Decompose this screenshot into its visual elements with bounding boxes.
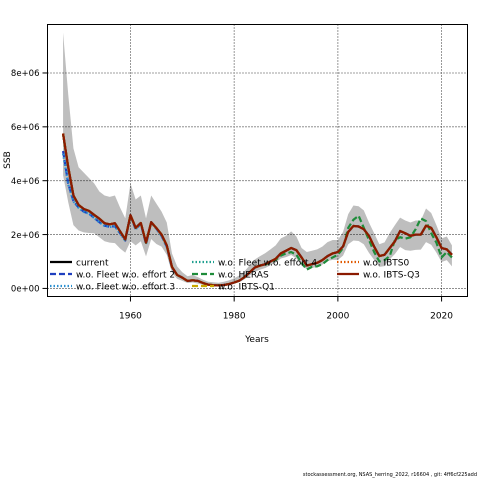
- series-line: [61, 133, 453, 287]
- y-tick-label: 0e+00: [11, 285, 40, 295]
- y-tick-label: 4e+06: [11, 177, 40, 187]
- legend-label: w.o. IBTS-Q3: [363, 271, 420, 281]
- legend-label: w.o. HERAS: [218, 271, 269, 281]
- legend-label: w.o. IBTS-Q1: [218, 283, 275, 293]
- legend-label: w.o. Fleet w.o. effort 3: [76, 283, 175, 293]
- x-axis-label: Years: [244, 335, 269, 345]
- plot-frame: [47, 24, 468, 297]
- x-tick-label: 2020: [430, 312, 453, 322]
- y-tick-label: 6e+06: [11, 123, 40, 133]
- legend-label: w.o. IBTS0: [363, 259, 410, 269]
- footer-source: stockassessment.org, NSAS_herring_2022, …: [302, 472, 477, 478]
- x-tick-label: 1960: [119, 312, 142, 322]
- plot-content: [47, 24, 468, 297]
- x-tick-label: 2000: [326, 312, 349, 322]
- legend-label: current: [76, 259, 109, 269]
- legend-label: w.o. Fleet w.o. effort 4: [218, 259, 317, 269]
- x-tick-label: 1980: [223, 312, 246, 322]
- confidence-band: [63, 32, 452, 287]
- y-tick-label: 8e+06: [11, 69, 40, 79]
- y-axis-label: SSB: [3, 151, 13, 169]
- legend-label: w.o. Fleet w.o. effort 2: [76, 271, 175, 281]
- y-tick-label: 2e+06: [11, 231, 40, 241]
